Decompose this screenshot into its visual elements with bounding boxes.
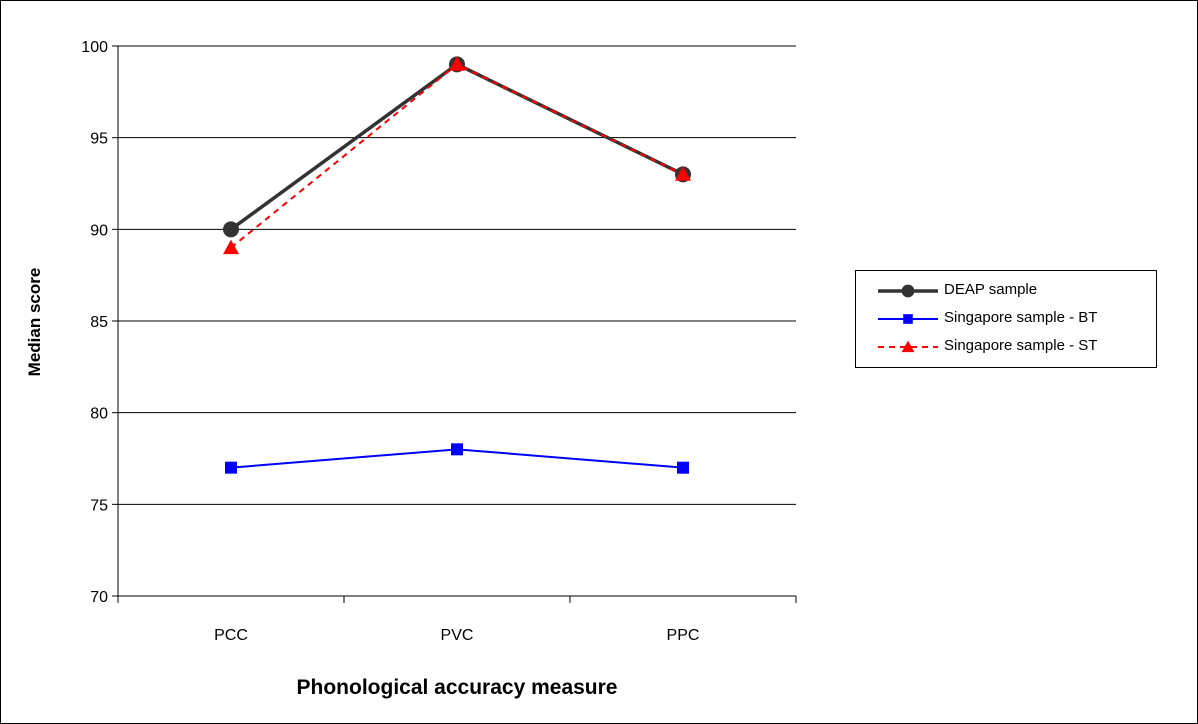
- y-tick-label: 95: [90, 131, 108, 148]
- data-point-singapore-bt: [451, 443, 463, 456]
- y-tick-label: 90: [90, 222, 108, 239]
- x-tick-label: PVC: [441, 627, 474, 644]
- series-deap: [223, 56, 691, 238]
- y-tick-labels: 70 75 80 85 90 95 100: [81, 39, 108, 606]
- y-tick-label: 85: [90, 314, 108, 331]
- legend-item-singapore-st: Singapore sample - ST: [856, 333, 1156, 361]
- legend-swatch-singapore-bt: [878, 314, 938, 324]
- legend-label-singapore-bt: Singapore sample - BT: [944, 309, 1098, 326]
- legend: DEAP sample Singapore sample - BT Singap…: [855, 270, 1157, 368]
- x-tick-label: PPC: [667, 627, 700, 644]
- series-line-singapore-st: [230, 63, 684, 249]
- data-point-deap: [223, 221, 239, 238]
- data-point-singapore-bt: [225, 461, 237, 474]
- x-axis-title: Phonological accuracy measure: [297, 676, 618, 699]
- y-tick-label: 70: [90, 589, 108, 606]
- legend-item-singapore-bt: Singapore sample - BT: [856, 305, 1156, 333]
- legend-marker-singapore-bt: [903, 314, 913, 324]
- data-point-singapore-st: [223, 239, 239, 255]
- legend-swatch-singapore-st: [878, 340, 938, 353]
- data-point-singapore-bt: [677, 461, 689, 474]
- series-singapore-bt: [225, 443, 689, 474]
- series-singapore-st: [223, 56, 691, 255]
- y-tick-label: 75: [90, 497, 108, 514]
- data-point-singapore-st: [449, 56, 465, 71]
- y-axis-title: Median score: [25, 268, 44, 377]
- series-line-deap: [229, 62, 684, 231]
- axes: [112, 45, 797, 603]
- legend-item-deap: DEAP sample: [856, 277, 1156, 305]
- legend-label-singapore-st: Singapore sample - ST: [944, 337, 1098, 354]
- x-tick-labels: PCC PVC PPC: [214, 627, 699, 644]
- y-tick-label: 100: [81, 39, 108, 56]
- legend-swatch-deap: [878, 284, 938, 298]
- series-lines: [223, 56, 691, 474]
- legend-marker-deap: [901, 284, 915, 298]
- x-tick-label: PCC: [214, 627, 248, 644]
- gridlines: [118, 45, 796, 505]
- legend-label-deap: DEAP sample: [944, 281, 1038, 298]
- data-point-singapore-st: [675, 166, 691, 181]
- legend-marker-singapore-st: [901, 340, 915, 353]
- y-tick-label: 80: [90, 406, 108, 423]
